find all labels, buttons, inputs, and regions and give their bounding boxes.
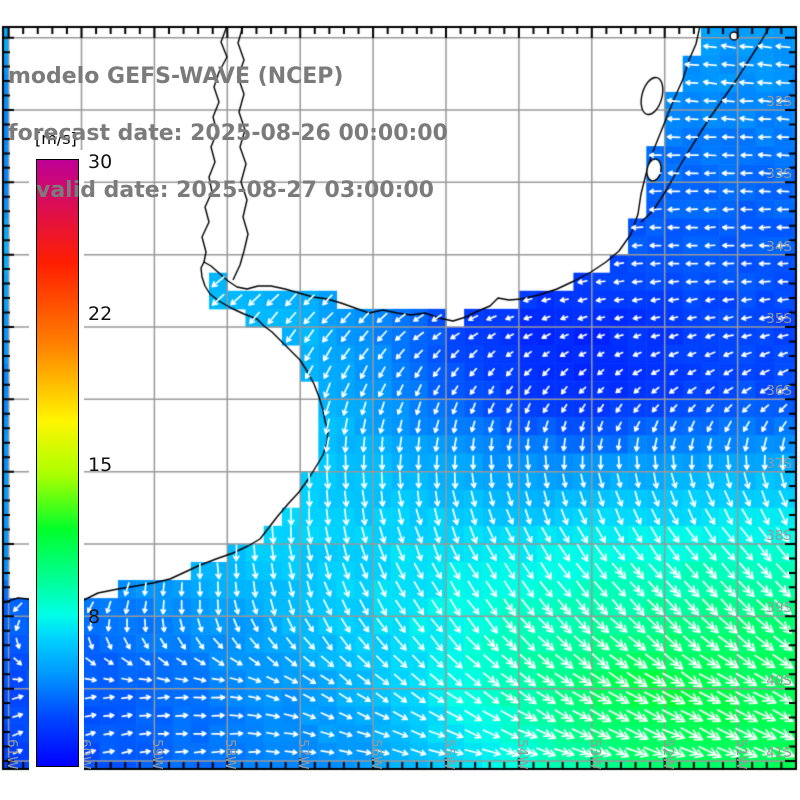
colorbar-gradient <box>36 159 79 767</box>
lat-label-38S: 38S <box>766 527 792 544</box>
colorbar-tick-8: 8 <box>88 606 101 628</box>
colorbar <box>29 150 84 774</box>
lon-label-53W: 53W <box>586 739 603 770</box>
lat-label-41S: 41S <box>766 744 792 761</box>
title-valid-date: valid date: 2025-08-27 03:00:00 <box>36 178 434 203</box>
lon-label-58W: 58W <box>222 739 239 770</box>
lon-label-54W: 54W <box>513 739 530 770</box>
lon-label-61W: 61W <box>3 739 20 770</box>
lat-label-35S: 35S <box>766 310 792 327</box>
lon-label-51W: 51W <box>732 739 749 770</box>
lat-label-37S: 37S <box>766 455 792 472</box>
lon-label-59W: 59W <box>149 739 166 770</box>
title-model: modelo GEFS-WAVE (NCEP) <box>8 64 344 89</box>
title-forecast-date: forecast date: 2025-08-26 00:00:00 <box>8 121 448 146</box>
lat-label-36S: 36S <box>766 383 792 400</box>
lon-label-57W: 57W <box>295 739 312 770</box>
colorbar-tick-15: 15 <box>88 454 113 476</box>
colorbar-unit-label: [m/s] <box>35 129 77 148</box>
colorbar-tick-22: 22 <box>88 303 113 325</box>
lat-label-40S: 40S <box>766 672 792 689</box>
lat-label-39S: 39S <box>766 600 792 617</box>
lon-label-52W: 52W <box>659 739 676 770</box>
lon-label-56W: 56W <box>368 739 385 770</box>
lat-label-33S: 33S <box>766 166 792 183</box>
colorbar-tick-30: 30 <box>88 151 113 173</box>
map-title-block: modelo GEFS-WAVE (NCEP) forecast date: 2… <box>8 29 448 238</box>
lat-label-32S: 32S <box>766 93 792 110</box>
lat-label-34S: 34S <box>766 238 792 255</box>
lon-label-55W: 55W <box>441 739 457 770</box>
